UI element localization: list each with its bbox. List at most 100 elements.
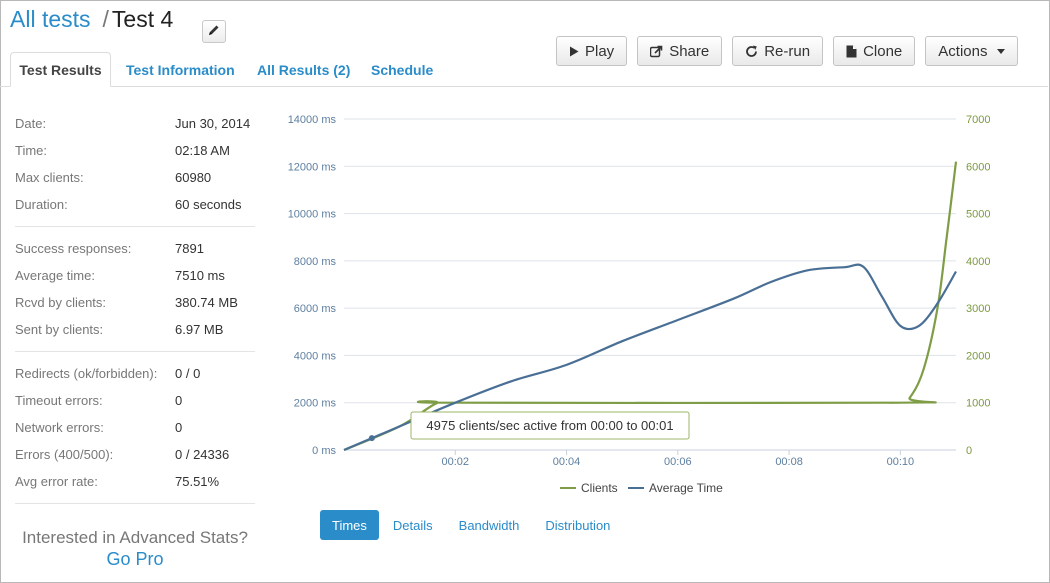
x-axis: 00:02 00:04 00:06 00:08 00:10: [442, 450, 915, 468]
stat-value: 7510 ms: [175, 268, 225, 283]
tab-schedule[interactable]: Schedule: [371, 61, 434, 78]
tooltip-text: 4975 clients/sec active from 00:00 to 00…: [426, 418, 673, 433]
stat-label: Avg error rate:: [15, 474, 98, 489]
stat-label: Timeout errors:: [15, 393, 103, 408]
refresh-icon: [745, 45, 758, 58]
tab-test-information[interactable]: Test Information: [126, 61, 235, 78]
stat-label: Redirects (ok/forbidden):: [15, 366, 158, 381]
rerun-button[interactable]: Re-run: [732, 36, 824, 66]
x-tick-label: 00:06: [664, 456, 692, 468]
test-stats-panel: Date: Jun 30, 2014 Time: 02:18 AM Max clie…: [15, 110, 255, 512]
edit-title-button[interactable]: [202, 20, 226, 43]
y-right-tick-label: 0: [966, 445, 972, 457]
rerun-button-label: Re-run: [764, 42, 811, 60]
share-button[interactable]: Share: [637, 36, 723, 66]
chart-legend: Clients Average Time: [560, 481, 723, 495]
stat-row: Date: Jun 30, 2014: [15, 110, 255, 137]
chart-tooltip: 4975 clients/sec active from 00:00 to 00…: [410, 411, 690, 440]
caret-down-icon: [997, 48, 1006, 54]
stat-row: Avg error rate: 75.51%: [15, 468, 255, 495]
stats-group-errors: Redirects (ok/forbidden): 0 / 0 Timeout e…: [15, 360, 255, 504]
y-axis-left: 0 ms 2000 ms 4000 ms 6000 ms 8000 ms 10000 ms…: [288, 114, 337, 457]
y-left-tick-label: 14000 ms: [288, 114, 337, 126]
stat-label: Duration:: [15, 197, 68, 212]
subnav-bandwidth[interactable]: Bandwidth: [458, 517, 520, 533]
hover-point-marker: [368, 435, 375, 442]
subnav-times[interactable]: Times: [320, 510, 379, 540]
y-right-tick-label: 40000: [966, 256, 990, 268]
stat-label: Time:: [15, 143, 48, 158]
stat-label: Network errors:: [15, 420, 104, 435]
stat-value: 380.74 MB: [175, 295, 238, 310]
stat-row: Max clients: 60980: [15, 164, 255, 191]
x-tick-label: 00:08: [775, 456, 803, 468]
y-right-tick-label: 10000: [966, 398, 990, 410]
y-right-tick-label: 30000: [966, 303, 990, 315]
go-pro-link[interactable]: Go Pro: [106, 549, 164, 569]
y-right-tick-label: 20000: [966, 350, 990, 362]
stat-label: Date:: [15, 116, 47, 131]
legend-label: Average Time: [649, 481, 723, 495]
tooltip-box: [410, 411, 690, 440]
subnav-details[interactable]: Details: [392, 517, 433, 533]
file-icon: [846, 45, 857, 58]
stat-label: Rcvd by clients:: [15, 295, 107, 310]
stat-row: Average time: 7510 ms: [15, 262, 255, 289]
page-title: Test 4: [111, 6, 174, 32]
x-tick-label: 00:02: [442, 456, 470, 468]
x-tick-label: 00:10: [887, 456, 915, 468]
breadcrumb: All tests / Test 4: [10, 6, 173, 36]
stat-value: 02:18 AM: [175, 143, 230, 158]
y-left-tick-label: 6000 ms: [294, 303, 337, 315]
stat-value: 6.97 MB: [175, 322, 224, 337]
y-left-tick-label: 0 ms: [312, 445, 336, 457]
pencil-icon: [208, 23, 220, 41]
play-button-label: Play: [585, 42, 615, 60]
play-icon: [569, 46, 579, 57]
actions-button-label: Actions: [938, 42, 988, 60]
stat-row: Success responses: 7891: [15, 235, 255, 262]
stats-group-traffic: Success responses: 7891 Average time: 7510…: [15, 235, 255, 352]
breadcrumb-all-tests-link[interactable]: All tests: [10, 6, 91, 32]
actions-dropdown-button[interactable]: Actions: [925, 36, 1019, 66]
y-right-tick-label: 60000: [966, 161, 990, 173]
stat-label: Sent by clients:: [15, 322, 104, 337]
y-left-tick-label: 8000 ms: [294, 256, 337, 268]
series-average-time-line: [343, 263, 957, 452]
stat-label: Success responses:: [15, 241, 132, 256]
series-clients-line: [343, 161, 958, 452]
chart-series: [343, 161, 958, 452]
stat-value: 0: [175, 420, 183, 435]
stat-value: Jun 30, 2014: [175, 116, 251, 131]
chart-grid: [344, 118, 956, 451]
stat-row: Duration: 60 seconds: [15, 191, 255, 218]
stat-value: 0 / 24336: [175, 447, 230, 462]
stat-value: 0 / 0: [175, 366, 201, 381]
clone-button-label: Clone: [863, 42, 903, 60]
stat-row: Network errors: 0: [15, 414, 255, 441]
stat-row: Rcvd by clients: 380.74 MB: [15, 289, 255, 316]
stat-value: 60980: [175, 170, 212, 185]
stat-label: Max clients:: [15, 170, 84, 185]
y-left-tick-label: 4000 ms: [294, 350, 337, 362]
subnav-distribution[interactable]: Distribution: [545, 517, 611, 533]
tab-all-results[interactable]: All Results (2): [257, 61, 351, 78]
tabs-divider: [0, 86, 1048, 87]
y-left-tick-label: 12000 ms: [288, 161, 337, 173]
stat-value: 0: [175, 393, 183, 408]
y-left-tick-label: 10000 ms: [288, 209, 337, 221]
stats-group-general: Date: Jun 30, 2014 Time: 02:18 AM Max clie…: [15, 110, 255, 227]
times-chart: 0 ms 2000 ms 4000 ms 6000 ms 8000 ms 10000 ms…: [288, 114, 990, 495]
y-left-tick-label: 2000 ms: [294, 398, 337, 410]
stat-row: Sent by clients: 6.97 MB: [15, 316, 255, 343]
tab-test-results[interactable]: Test Results: [10, 52, 111, 87]
share-button-label: Share: [669, 42, 710, 60]
stat-row: Time: 02:18 AM: [15, 137, 255, 164]
x-tick-label: 00:04: [553, 456, 581, 468]
clone-button[interactable]: Clone: [833, 36, 916, 66]
share-icon: [650, 45, 663, 58]
play-button[interactable]: Play: [556, 36, 628, 66]
stat-value: 7891: [175, 241, 204, 256]
